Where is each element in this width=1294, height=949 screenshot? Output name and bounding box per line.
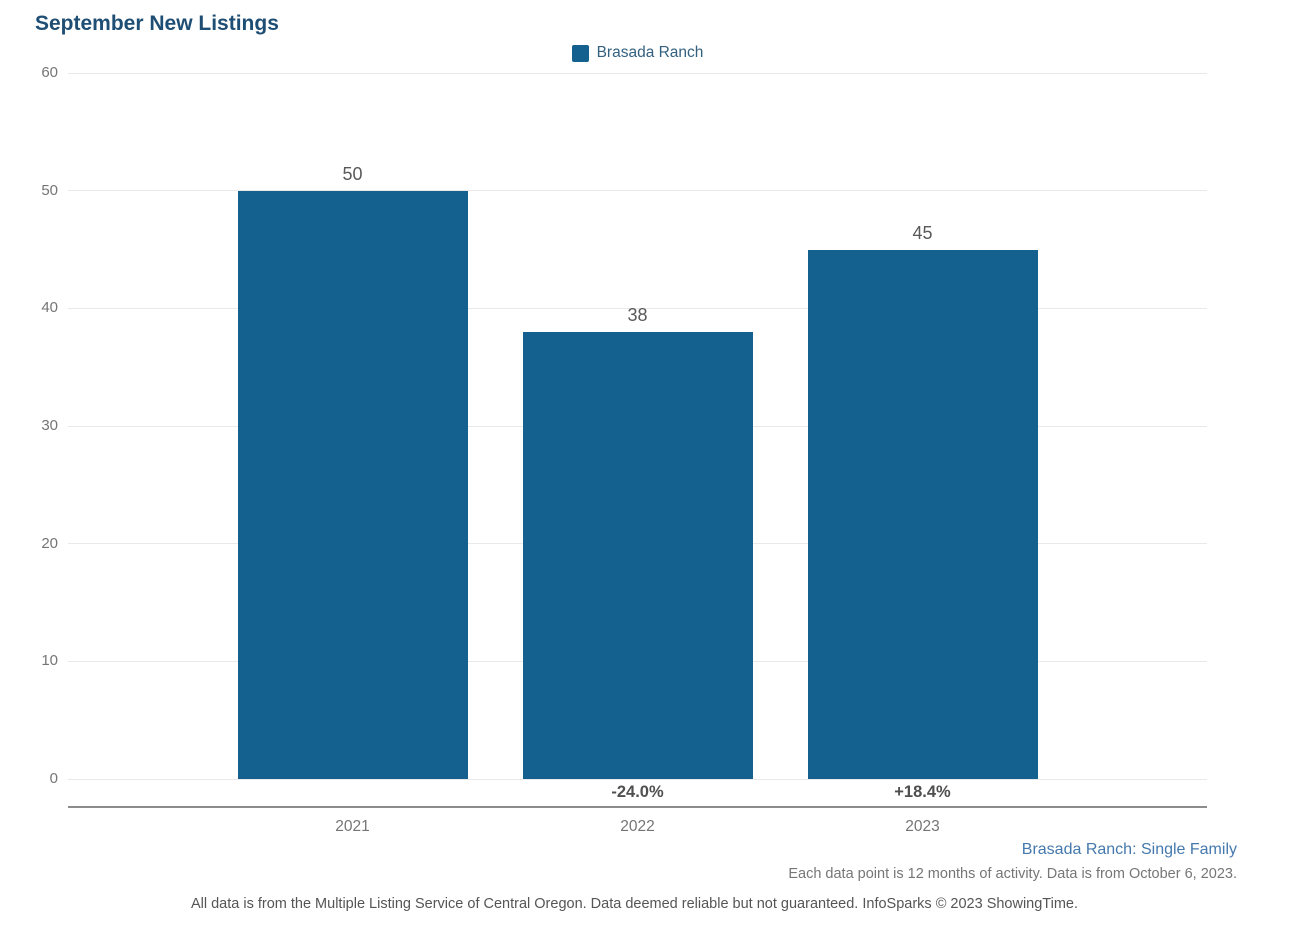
y-axis-tick-label: 50 — [41, 181, 58, 199]
chart-title: September New Listings — [35, 12, 279, 35]
footer-disclaimer: All data is from the Multiple Listing Se… — [190, 896, 1079, 912]
gridline-y0 — [68, 778, 1207, 780]
bar-value-label: 38 — [627, 304, 648, 325]
bar-value-label: 45 — [912, 222, 933, 243]
x-axis-tick-label: 2022 — [620, 818, 655, 835]
x-axis-tick-label: 2023 — [905, 818, 940, 835]
legend-swatch — [571, 44, 589, 62]
legend-label: Brasada Ranch — [596, 44, 704, 61]
pct-change-label: +18.4% — [894, 783, 951, 801]
bar-2023[interactable] — [807, 249, 1038, 779]
y-axis-tick-label: 60 — [41, 64, 58, 81]
bar-2021[interactable] — [237, 190, 468, 779]
pct-change-label: -24.0% — [611, 783, 664, 801]
y-axis-tick-label: 10 — [41, 652, 58, 670]
y-axis-tick-label: 0 — [49, 770, 58, 787]
x-axis-tick-label: 2021 — [335, 818, 370, 835]
legend[interactable]: Brasada Ranch — [68, 44, 1207, 62]
gridline-y40 — [68, 307, 1207, 309]
x-axis-line — [68, 806, 1207, 808]
data-note: Each data point is 12 months of activity… — [788, 866, 1237, 882]
bar-2022[interactable] — [522, 331, 753, 779]
y-axis-tick-label: 30 — [41, 417, 58, 434]
series-note: Brasada Ranch: Single Family — [1021, 841, 1237, 858]
gridline-y60 — [68, 72, 1207, 74]
y-axis-tick-label: 40 — [41, 299, 58, 317]
y-axis-tick-label: 20 — [41, 534, 58, 552]
bar-value-label: 50 — [342, 163, 363, 184]
gridline-y50 — [68, 190, 1207, 192]
